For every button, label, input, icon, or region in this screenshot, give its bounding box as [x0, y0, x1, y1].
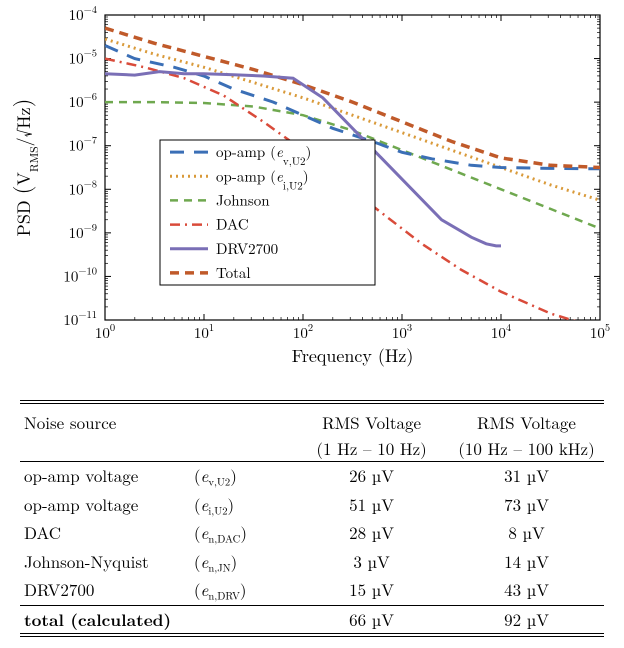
td-total-v1: 66 µV — [294, 606, 449, 634]
td-name: op-amp voltage — [20, 462, 190, 491]
svg-text:10−9: 10−9 — [69, 219, 97, 243]
td-name: DAC — [20, 519, 190, 548]
table-row: DRV2700(en,DRV)15 µV43 µV — [20, 576, 604, 605]
table-row: op-amp voltage(ei,U2)51 µV73 µV — [20, 491, 604, 520]
th-v1a: RMS Voltage — [294, 404, 449, 436]
th-source: Noise source — [20, 404, 190, 462]
svg-text:104: 104 — [491, 320, 511, 344]
td-name: Johnson-Nyquist — [20, 548, 190, 577]
td-v1: 26 µV — [294, 462, 449, 491]
svg-text:10−4: 10−4 — [69, 2, 97, 26]
td-sym: (en,JN) — [190, 548, 294, 577]
td-v2: 43 µV — [449, 576, 604, 605]
legend-label-dac: DAC — [216, 214, 249, 235]
noise-table: Noise source RMS Voltage RMS Voltage (1 … — [20, 400, 604, 637]
legend-label-johnson: Johnson — [216, 189, 270, 210]
svg-text:102: 102 — [293, 320, 313, 344]
svg-text:10−8: 10−8 — [69, 176, 97, 200]
table-row: Johnson-Nyquist(en,JN)3 µV14 µV — [20, 548, 604, 577]
th-v2a: RMS Voltage — [449, 404, 604, 436]
svg-text:PSD (VRMS/√Hz): PSD (VRMS/√Hz) — [5, 99, 42, 237]
svg-text:100: 100 — [95, 320, 115, 344]
svg-text:101: 101 — [194, 320, 214, 344]
td-total-v2: 92 µV — [449, 606, 604, 634]
svg-text:10−5: 10−5 — [69, 45, 97, 68]
th-v2b: (10 Hz – 100 kHz) — [449, 435, 604, 462]
th-v1b: (1 Hz – 10 Hz) — [294, 435, 449, 462]
legend-label-total: Total — [216, 262, 251, 283]
psd-chart-svg: 100 101 102 103 104 105 10−11 10−10 10−9 10−8 10−7… — [0, 0, 624, 380]
td-sym: (en,DRV) — [190, 576, 294, 605]
td-v1: 51 µV — [294, 491, 449, 520]
table-row: op-amp voltage(ev,U2)26 µV31 µV — [20, 462, 604, 491]
legend: op-amp (ev,U2)op-amp (ei,U2)JohnsonDACDR… — [160, 140, 375, 285]
table-row: DAC(en,DAC)28 µV8 µV — [20, 519, 604, 548]
td-sym: (en,DAC) — [190, 519, 294, 548]
svg-text:10−6: 10−6 — [69, 89, 97, 113]
td-name: op-amp voltage — [20, 491, 190, 520]
td-sym: (ev,U2) — [190, 462, 294, 491]
noise-table-el: Noise source RMS Voltage RMS Voltage (1 … — [20, 400, 604, 637]
svg-text:103: 103 — [392, 320, 412, 344]
td-v2: 73 µV — [449, 491, 604, 520]
svg-text:105: 105 — [590, 320, 610, 344]
svg-text:10−11: 10−11 — [63, 307, 97, 331]
td-v1: 15 µV — [294, 576, 449, 605]
th-sym — [190, 404, 294, 462]
td-v2: 31 µV — [449, 462, 604, 491]
svg-text:Frequency (Hz): Frequency (Hz) — [292, 343, 414, 368]
td-sym: (ei,U2) — [190, 491, 294, 520]
td-v1: 28 µV — [294, 519, 449, 548]
td-v2: 8 µV — [449, 519, 604, 548]
psd-chart: 100 101 102 103 104 105 10−11 10−10 10−9 10−8 10−7… — [0, 0, 624, 380]
td-name: DRV2700 — [20, 576, 190, 605]
td-v1: 3 µV — [294, 548, 449, 577]
svg-text:10−10: 10−10 — [63, 263, 97, 287]
legend-label-drv: DRV2700 — [216, 238, 278, 259]
svg-text:10−7: 10−7 — [69, 132, 98, 156]
td-total-name: total (calculated) — [20, 606, 294, 634]
td-v2: 14 µV — [449, 548, 604, 577]
